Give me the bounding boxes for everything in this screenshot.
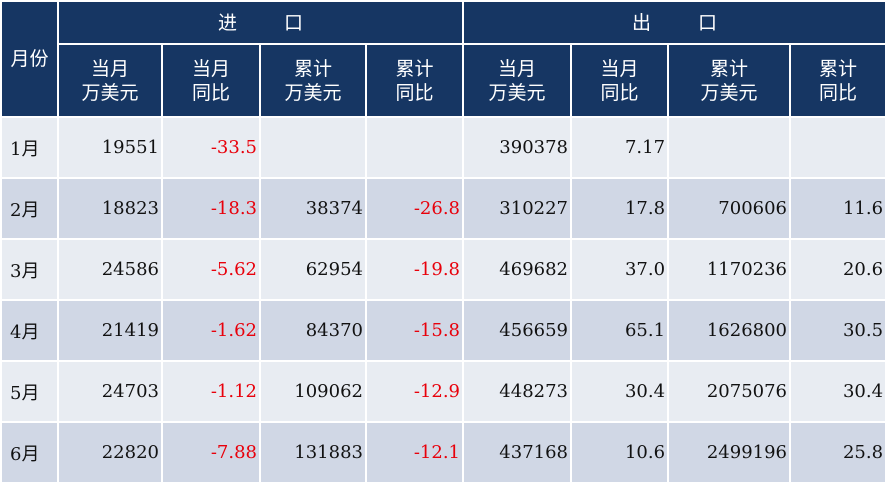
cell-export-monthly-value: 456659 xyxy=(462,299,573,362)
cell-export-monthly-value: 390378 xyxy=(462,116,573,179)
col-header-export-cumulative-yoy: 累计 同比 xyxy=(789,43,885,118)
col-header-line: 万美元 xyxy=(488,81,546,104)
month-cell: 4月 xyxy=(0,299,59,362)
cell-import-cumulative-value: 131883 xyxy=(259,421,367,484)
cell-import-monthly-value: 21419 xyxy=(57,299,163,362)
col-header-line: 当月 xyxy=(90,57,129,80)
header-row-columns: 当月 万美元 当月 同比 累计 万美元 累计 同比 当月 万美元 当月 同比 累计 万美元 累… xyxy=(1,43,885,118)
month-cell: 3月 xyxy=(0,238,59,301)
col-header-line: 累计 xyxy=(395,57,434,80)
cell-export-cumulative-yoy: 20.6 xyxy=(789,238,885,301)
cell-export-cumulative-yoy: 11.6 xyxy=(789,177,885,240)
col-header-line: 同比 xyxy=(395,81,434,104)
month-cell: 1月 xyxy=(0,116,59,179)
cell-export-cumulative-yoy xyxy=(789,116,885,179)
table-body: 1月 19551 -33.5 390378 7.17 2月 18823 -18.3 38374-… xyxy=(0,116,885,484)
col-header-import-cumulative-value: 累计 万美元 xyxy=(259,43,367,118)
cell-import-monthly-yoy: -1.62 xyxy=(161,299,261,362)
cell-export-cumulative-value: 2499196 xyxy=(667,421,792,484)
cell-export-monthly-value: 448273 xyxy=(462,360,573,423)
col-header-line: 当月 xyxy=(600,57,639,80)
cell-export-cumulative-yoy: 25.8 xyxy=(789,421,885,484)
cell-import-monthly-yoy: -5.62 xyxy=(161,238,261,301)
cell-export-monthly-yoy: 17.8 xyxy=(570,177,670,240)
cell-import-cumulative-yoy: -12.1 xyxy=(364,421,465,484)
cell-export-cumulative-value: 1170236 xyxy=(667,238,792,301)
cell-export-cumulative-yoy: 30.5 xyxy=(789,299,885,362)
cell-import-monthly-yoy: -18.3 xyxy=(161,177,261,240)
cell-import-cumulative-value xyxy=(259,116,367,179)
col-header-line: 累计 xyxy=(819,57,858,80)
cell-import-cumulative-yoy: -12.9 xyxy=(364,360,465,423)
col-header-export-monthly-yoy: 当月 同比 xyxy=(570,43,670,118)
month-cell: 2月 xyxy=(0,177,59,240)
table-header: 月份 进 口 出 口 当月 万美元 当月 同比 累计 万美元 累计 同比 当月 万美元 当… xyxy=(0,0,885,118)
table-row: 5月 24703 -1.12 109062 -12.9 448273 30.4 2075076… xyxy=(0,360,885,423)
col-header-import-monthly-yoy: 当月 同比 xyxy=(161,43,261,118)
col-header-line: 万美元 xyxy=(81,81,139,104)
cell-import-monthly-value: 18823 xyxy=(57,177,163,240)
col-header-line: 万美元 xyxy=(700,81,758,104)
cell-export-monthly-yoy: 30.4 xyxy=(570,360,670,423)
table-row: 4月 21419 -1.62 84370 -15.8 456659 65.1 1626800 3… xyxy=(0,299,885,362)
month-header: 月份 xyxy=(0,0,59,118)
cell-export-cumulative-value: 1626800 xyxy=(667,299,792,362)
import-group-header: 进 口 xyxy=(56,0,465,45)
cell-export-cumulative-yoy: 30.4 xyxy=(789,360,885,423)
col-header-line: 当月 xyxy=(191,57,230,80)
cell-export-cumulative-value: 700606 xyxy=(667,177,792,240)
cell-import-cumulative-yoy: -15.8 xyxy=(364,299,465,362)
col-header-line: 万美元 xyxy=(284,81,342,104)
cell-export-monthly-value: 310227 xyxy=(462,177,573,240)
import-group-label: 进 口 xyxy=(218,11,318,34)
table-row: 3月 24586 -5.62 62954 -19.8 469682 37.0 1170236 2… xyxy=(0,238,885,301)
cell-import-cumulative-yoy xyxy=(364,116,465,179)
col-header-export-monthly-value: 当月 万美元 xyxy=(462,43,573,118)
cell-import-cumulative-yoy: -26.8 xyxy=(364,177,465,240)
cell-import-monthly-yoy: -33.5 xyxy=(161,116,261,179)
cell-import-monthly-value: 24586 xyxy=(57,238,163,301)
col-header-line: 同比 xyxy=(600,81,639,104)
col-header-line: 同比 xyxy=(191,81,230,104)
cell-export-monthly-yoy: 37.0 xyxy=(570,238,670,301)
cell-export-cumulative-value: 2075076 xyxy=(667,360,792,423)
col-header-line: 当月 xyxy=(498,57,537,80)
cell-import-cumulative-value: 84370 xyxy=(259,299,367,362)
cell-import-monthly-value: 22820 xyxy=(57,421,163,484)
cell-import-cumulative-yoy: -19.8 xyxy=(364,238,465,301)
header-row-groups: 月份 进 口 出 口 xyxy=(0,0,885,118)
cell-import-monthly-value: 24703 xyxy=(57,360,163,423)
cell-export-monthly-yoy: 10.6 xyxy=(570,421,670,484)
cell-export-monthly-value: 469682 xyxy=(462,238,573,301)
col-header-import-cumulative-yoy: 累计 同比 xyxy=(364,43,465,118)
export-group-label: 出 口 xyxy=(632,11,732,34)
cell-import-cumulative-value: 38374 xyxy=(259,177,367,240)
cell-export-monthly-value: 437168 xyxy=(462,421,573,484)
cell-export-monthly-yoy: 65.1 xyxy=(570,299,670,362)
cell-export-monthly-yoy: 7.17 xyxy=(570,116,670,179)
cell-import-cumulative-value: 62954 xyxy=(259,238,367,301)
table-row: 6月 22820 -7.88 131883 -12.1 437168 10.6 2499196… xyxy=(0,421,885,484)
cell-import-monthly-yoy: -7.88 xyxy=(161,421,261,484)
cell-export-cumulative-value xyxy=(667,116,792,179)
col-header-export-cumulative-value: 累计 万美元 xyxy=(667,43,792,118)
table-row: 2月 18823 -18.3 38374 -26.8 310227 17.8 700606 11… xyxy=(0,177,885,240)
cell-import-monthly-value: 19551 xyxy=(57,116,163,179)
export-group-header: 出 口 xyxy=(462,0,885,45)
month-cell: 6月 xyxy=(0,421,59,484)
col-header-import-monthly-value: 当月 万美元 xyxy=(57,43,163,118)
table-row: 1月 19551 -33.5 390378 7.17 xyxy=(0,116,885,179)
month-cell: 5月 xyxy=(0,360,59,423)
col-header-line: 累计 xyxy=(293,57,332,80)
cell-import-cumulative-value: 109062 xyxy=(259,360,367,423)
cell-import-monthly-yoy: -1.12 xyxy=(161,360,261,423)
col-header-line: 同比 xyxy=(819,81,858,104)
col-header-line: 累计 xyxy=(710,57,749,80)
